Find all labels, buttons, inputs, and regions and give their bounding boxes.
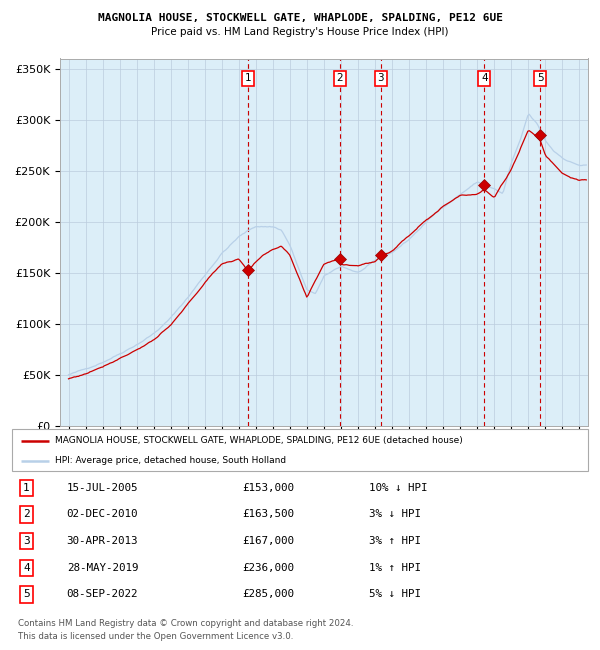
Text: 3: 3 xyxy=(377,73,384,83)
Text: £167,000: £167,000 xyxy=(242,536,295,546)
Text: 28-MAY-2019: 28-MAY-2019 xyxy=(67,563,138,573)
Text: 3% ↑ HPI: 3% ↑ HPI xyxy=(369,536,421,546)
Text: 02-DEC-2010: 02-DEC-2010 xyxy=(67,510,138,519)
Text: 1: 1 xyxy=(23,483,30,493)
Text: 30-APR-2013: 30-APR-2013 xyxy=(67,536,138,546)
Text: 2: 2 xyxy=(337,73,343,83)
Text: This data is licensed under the Open Government Licence v3.0.: This data is licensed under the Open Gov… xyxy=(18,632,293,641)
Text: 08-SEP-2022: 08-SEP-2022 xyxy=(67,590,138,599)
Text: 5: 5 xyxy=(537,73,544,83)
Text: 4: 4 xyxy=(23,563,30,573)
Text: 3: 3 xyxy=(23,536,30,546)
Text: MAGNOLIA HOUSE, STOCKWELL GATE, WHAPLODE, SPALDING, PE12 6UE (detached house): MAGNOLIA HOUSE, STOCKWELL GATE, WHAPLODE… xyxy=(55,436,463,445)
Text: 3% ↓ HPI: 3% ↓ HPI xyxy=(369,510,421,519)
Text: 1: 1 xyxy=(245,73,251,83)
Text: 5: 5 xyxy=(23,590,30,599)
Text: 15-JUL-2005: 15-JUL-2005 xyxy=(67,483,138,493)
Text: £163,500: £163,500 xyxy=(242,510,295,519)
Text: £285,000: £285,000 xyxy=(242,590,295,599)
Text: MAGNOLIA HOUSE, STOCKWELL GATE, WHAPLODE, SPALDING, PE12 6UE: MAGNOLIA HOUSE, STOCKWELL GATE, WHAPLODE… xyxy=(97,13,503,23)
Text: Contains HM Land Registry data © Crown copyright and database right 2024.: Contains HM Land Registry data © Crown c… xyxy=(18,619,353,628)
Text: 1% ↑ HPI: 1% ↑ HPI xyxy=(369,563,421,573)
Text: £153,000: £153,000 xyxy=(242,483,295,493)
Text: 5% ↓ HPI: 5% ↓ HPI xyxy=(369,590,421,599)
FancyBboxPatch shape xyxy=(12,429,588,471)
Text: 10% ↓ HPI: 10% ↓ HPI xyxy=(369,483,428,493)
Text: Price paid vs. HM Land Registry's House Price Index (HPI): Price paid vs. HM Land Registry's House … xyxy=(151,27,449,37)
Text: 2: 2 xyxy=(23,510,30,519)
Text: £236,000: £236,000 xyxy=(242,563,295,573)
Text: HPI: Average price, detached house, South Holland: HPI: Average price, detached house, Sout… xyxy=(55,456,286,465)
Text: 4: 4 xyxy=(481,73,488,83)
